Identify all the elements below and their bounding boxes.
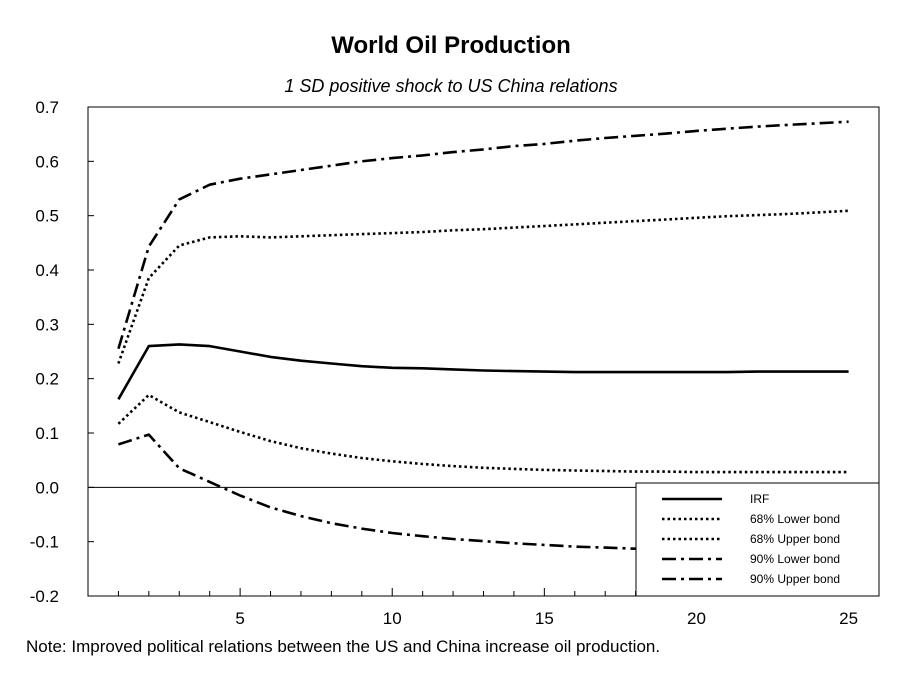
y-tick-label: 0.0	[35, 478, 59, 497]
x-tick-label: 25	[839, 609, 858, 628]
y-tick-label: -0.1	[30, 533, 59, 552]
y-tick-label: 0.2	[35, 370, 59, 389]
series-line-3	[117, 209, 849, 364]
series-line-1	[117, 343, 849, 400]
x-tick-label: 15	[535, 609, 554, 628]
y-tick-label: 0.6	[35, 152, 59, 171]
legend-label-5: 90% Upper bond	[750, 572, 840, 586]
y-tick-label: -0.2	[30, 587, 59, 606]
axes-layer: 0.7 0.6 0.5 0.4 0.3 0.2 0.1 0.0 -0.1 -0.2 5 10 15 20 2…	[30, 98, 880, 628]
series-layer	[117, 120, 849, 555]
y-tick-label: 0.1	[35, 424, 59, 443]
chart-subtitle: 1 SD positive shock to US China relation…	[284, 76, 618, 96]
legend-label-2: 68% Lower bond	[750, 512, 840, 526]
series-line-5	[117, 120, 849, 350]
x-tick-label: 5	[235, 609, 244, 628]
legend-label-3: 68% Upper bond	[750, 532, 840, 546]
legend: IRF 68% Lower bond 68% Upper bond 90% Lower…	[635, 482, 880, 597]
y-tick-label: 0.4	[35, 261, 59, 280]
legend-label-1: IRF	[750, 492, 769, 506]
series-line-2	[117, 393, 849, 474]
chart-note: Note: Improved political relations betwe…	[26, 637, 661, 656]
y-tick-label: 0.3	[35, 315, 59, 334]
y-tick-label: 0.7	[35, 98, 59, 117]
legend-label-4: 90% Lower bond	[750, 552, 840, 566]
legend-box	[635, 482, 880, 597]
x-tick-label: 10	[383, 609, 402, 628]
x-tick-label: 20	[687, 609, 706, 628]
y-tick-label: 0.5	[35, 207, 59, 226]
series-line-4	[118, 433, 849, 555]
chart-title: World Oil Production	[331, 32, 571, 59]
